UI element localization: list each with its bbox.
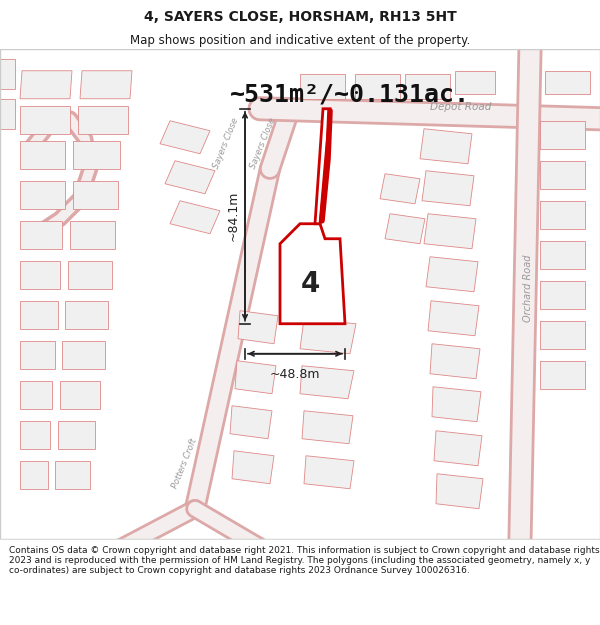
Polygon shape — [315, 109, 330, 224]
Polygon shape — [235, 361, 276, 394]
Polygon shape — [60, 381, 100, 409]
Polygon shape — [165, 161, 215, 194]
Polygon shape — [428, 301, 479, 336]
Polygon shape — [430, 344, 480, 379]
Polygon shape — [540, 161, 585, 189]
Polygon shape — [432, 387, 481, 422]
Polygon shape — [238, 311, 278, 344]
Polygon shape — [20, 461, 48, 489]
Text: Sayers Close: Sayers Close — [212, 117, 240, 171]
Polygon shape — [20, 261, 60, 289]
Polygon shape — [434, 431, 482, 466]
Polygon shape — [20, 71, 72, 99]
Polygon shape — [424, 214, 476, 249]
Text: ~84.1m: ~84.1m — [227, 191, 239, 241]
Polygon shape — [380, 174, 420, 204]
Text: ~48.8m: ~48.8m — [270, 368, 320, 381]
Polygon shape — [70, 221, 115, 249]
Polygon shape — [58, 421, 95, 449]
Polygon shape — [20, 421, 50, 449]
Text: Map shows position and indicative extent of the property.: Map shows position and indicative extent… — [130, 34, 470, 47]
Polygon shape — [170, 201, 220, 234]
Polygon shape — [73, 181, 118, 209]
Polygon shape — [20, 381, 52, 409]
Polygon shape — [20, 181, 65, 209]
Polygon shape — [20, 106, 70, 134]
Polygon shape — [304, 456, 354, 489]
Polygon shape — [420, 129, 472, 164]
Polygon shape — [300, 366, 354, 399]
Text: Orchard Road: Orchard Road — [523, 255, 533, 322]
Text: Contains OS data © Crown copyright and database right 2021. This information is : Contains OS data © Crown copyright and d… — [9, 546, 599, 576]
Polygon shape — [20, 221, 62, 249]
Polygon shape — [540, 121, 585, 149]
Polygon shape — [0, 99, 15, 129]
Polygon shape — [405, 74, 450, 99]
Polygon shape — [300, 319, 356, 354]
Polygon shape — [280, 224, 345, 324]
Polygon shape — [73, 141, 120, 169]
Polygon shape — [80, 71, 132, 99]
Polygon shape — [78, 106, 128, 134]
Polygon shape — [232, 451, 274, 484]
Polygon shape — [540, 321, 585, 349]
Polygon shape — [20, 301, 58, 329]
Polygon shape — [540, 241, 585, 269]
Polygon shape — [436, 474, 483, 509]
Polygon shape — [545, 71, 590, 94]
Polygon shape — [385, 214, 425, 244]
Text: 4, SAYERS CLOSE, HORSHAM, RH13 5HT: 4, SAYERS CLOSE, HORSHAM, RH13 5HT — [143, 10, 457, 24]
Polygon shape — [426, 257, 478, 292]
Polygon shape — [0, 59, 15, 89]
Polygon shape — [230, 406, 272, 439]
Polygon shape — [455, 71, 495, 94]
Polygon shape — [62, 341, 105, 369]
Polygon shape — [55, 461, 90, 489]
Polygon shape — [160, 121, 210, 154]
Text: Depot Road: Depot Road — [430, 102, 491, 112]
Polygon shape — [65, 301, 108, 329]
Polygon shape — [540, 281, 585, 309]
Polygon shape — [20, 141, 65, 169]
Polygon shape — [422, 171, 474, 206]
Text: 4: 4 — [301, 270, 320, 298]
Polygon shape — [68, 261, 112, 289]
Polygon shape — [300, 74, 345, 99]
Text: ~531m²/~0.131ac.: ~531m²/~0.131ac. — [230, 82, 470, 107]
Text: Potters Croft: Potters Croft — [171, 438, 199, 490]
Polygon shape — [355, 74, 400, 99]
Polygon shape — [540, 361, 585, 389]
Polygon shape — [20, 341, 55, 369]
Text: Sayers Close: Sayers Close — [249, 117, 277, 171]
Polygon shape — [540, 201, 585, 229]
Polygon shape — [302, 411, 353, 444]
